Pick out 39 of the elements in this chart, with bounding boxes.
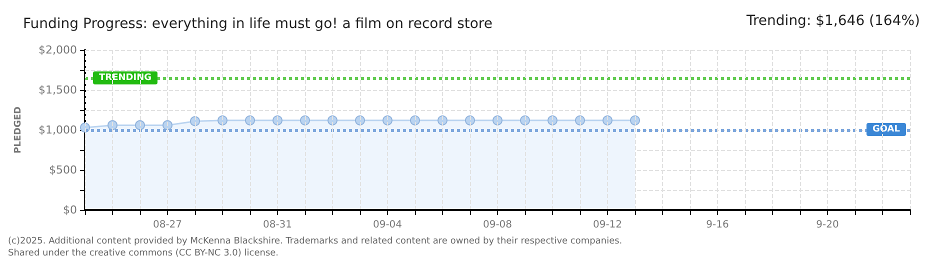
x-tick-label: 9-20 xyxy=(816,220,839,230)
point xyxy=(108,120,118,130)
x-tick-label: 09-04 xyxy=(372,220,402,230)
point xyxy=(382,115,392,126)
point xyxy=(355,115,365,126)
y-axis-title: PLEDGED xyxy=(14,106,24,154)
point xyxy=(328,115,338,126)
point xyxy=(218,115,228,126)
y-tick-label: $1,500 xyxy=(38,84,77,96)
x-tick-label: 08-31 xyxy=(262,220,292,230)
point xyxy=(520,115,530,126)
y-tick-label: $500 xyxy=(49,164,77,176)
chart-title: Funding Progress: everything in life must go! a film on record store xyxy=(23,16,492,32)
point xyxy=(548,115,558,126)
point xyxy=(438,115,448,126)
ref-line-label: TRENDING xyxy=(99,72,152,83)
point xyxy=(272,115,282,126)
x-tick-label: 09-12 xyxy=(592,220,622,230)
point xyxy=(300,115,310,126)
x-tick-label: 9-16 xyxy=(706,220,729,230)
text: (c)2025. Additional content provided by McKenna Blackshire. Trademarks and related content are owned by their respective companies. xyxy=(8,236,622,246)
x-tick-label: 09-08 xyxy=(482,220,512,230)
point xyxy=(162,120,172,130)
point xyxy=(465,115,475,126)
x-tick-label: 08-27 xyxy=(152,220,182,230)
ref-line-label: GOAL xyxy=(872,124,900,134)
point xyxy=(602,115,612,126)
point xyxy=(245,115,255,126)
y-tick-label: $0 xyxy=(63,204,77,216)
point xyxy=(410,115,420,126)
y-tick-label: $1,000 xyxy=(38,124,77,136)
point xyxy=(135,120,145,130)
point xyxy=(575,115,585,126)
point xyxy=(190,116,200,126)
y-tick-label: $2,000 xyxy=(38,44,77,56)
point xyxy=(630,115,640,126)
text: Shared under the creative commons (CC BY-NC 3.0) license. xyxy=(8,248,279,258)
point xyxy=(492,115,502,126)
text: Trending: $1,646 (164%) xyxy=(745,13,920,29)
